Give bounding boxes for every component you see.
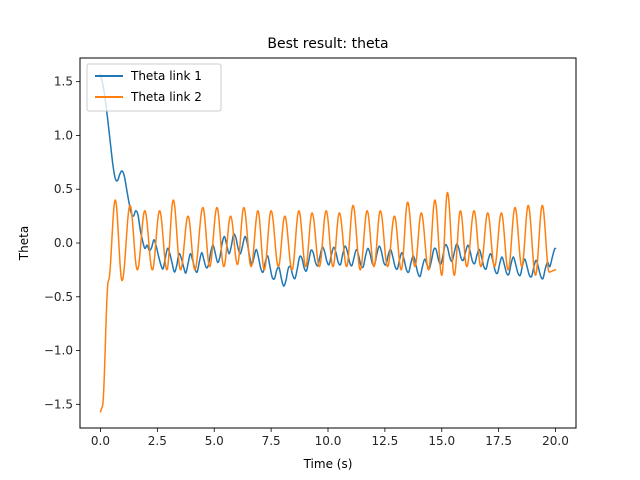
y-tick-label: 1.0 [54,128,73,142]
x-tick-label: 12.5 [372,434,399,448]
x-tick-label: 5.0 [205,434,224,448]
chart-title: Best result: theta [267,36,388,52]
y-tick-label: 1.5 [54,75,73,89]
x-tick-label: 2.5 [148,434,167,448]
y-tick-label: −0.5 [44,290,73,304]
x-tick-label: 17.5 [485,434,512,448]
series-line-theta-link-1 [99,73,557,287]
plot-frame [79,57,577,429]
x-tick-label: 20.0 [542,434,569,448]
y-tick-label: 0.0 [54,236,73,250]
y-tick-label: −1.0 [44,344,73,358]
x-tick-label: 15.0 [428,434,455,448]
legend-label-theta-link-2: Theta link 2 [130,90,202,104]
x-tick-label: 10.0 [315,434,342,448]
series-layer [99,73,557,413]
ticks-layer: 0.0 2.5 5.0 7.5 10.0 12.5 15.0 17.5 20.0 −1.5 −1.0… [44,75,569,448]
legend-label-theta-link-1: Theta link 1 [130,69,202,83]
x-tick-label: 7.5 [262,434,281,448]
y-tick-label: −1.5 [44,397,73,411]
y-axis-label: Theta [17,226,31,261]
y-tick-label: 0.5 [54,182,73,196]
x-axis-label: Time (s) [303,457,353,471]
legend: Theta link 1 Theta link 2 [86,63,222,112]
x-tick-label: 0.0 [91,434,110,448]
series-line-theta-link-2 [99,191,557,413]
